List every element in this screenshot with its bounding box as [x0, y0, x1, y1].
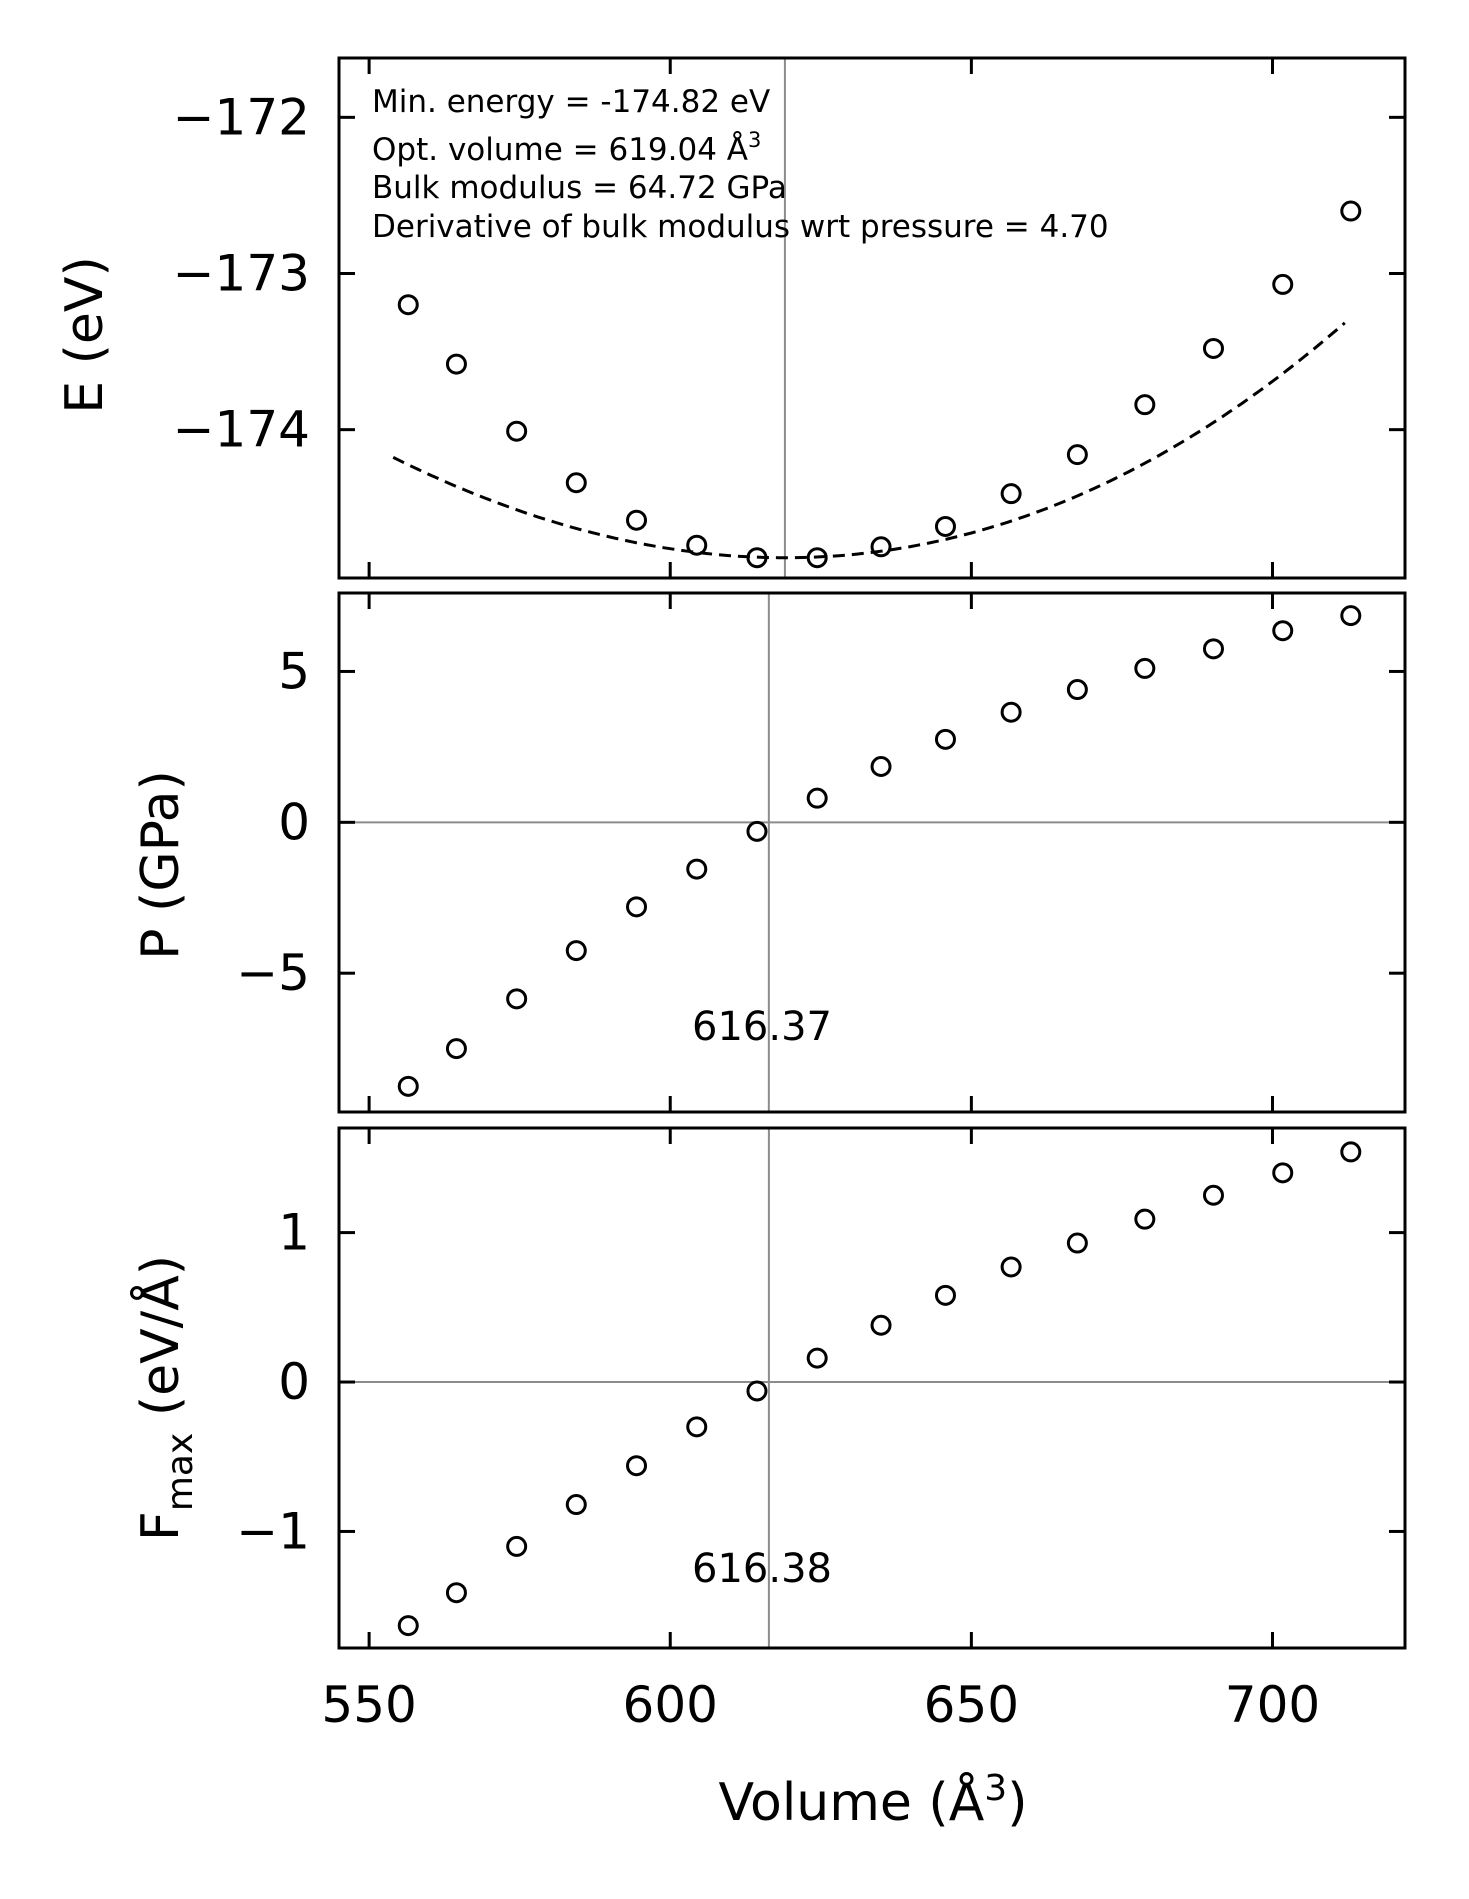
volume-x-axis-label: Volume (Å3)	[719, 1768, 1028, 1833]
pressure-data-point	[626, 896, 648, 918]
energy-data-point	[1202, 337, 1224, 359]
energy-points	[397, 200, 1362, 569]
energy-ticks: −172 −173 −174	[173, 58, 1405, 578]
pressure-y-tick-label: 5	[278, 642, 310, 700]
energy-axes-frame	[337, 56, 1407, 580]
pressure-y-axis-label: P (GPa)	[131, 770, 191, 960]
pressure-points	[397, 605, 1362, 1097]
force-data-point	[686, 1416, 708, 1438]
force-data-point	[445, 1582, 467, 1604]
pressure-axes-frame	[337, 591, 1407, 1114]
fit-annotations: Min. energy = -174.82 eV Opt. volume = 6…	[372, 84, 1109, 245]
pressure-data-point	[1272, 620, 1294, 642]
pressure-data-point	[506, 988, 528, 1010]
energy-data-point	[1066, 444, 1088, 466]
pressure-panel: 5 0 −5 616.37 P (GPa)	[131, 591, 1407, 1114]
force-data-point	[397, 1615, 419, 1637]
force-data-point	[934, 1284, 956, 1306]
volume-x-tick-label: 650	[924, 1676, 1019, 1734]
force-points	[397, 1141, 1362, 1637]
energy-data-point	[746, 547, 768, 569]
energy-data-point	[686, 534, 708, 556]
force-data-point	[626, 1455, 648, 1477]
force-data-point	[1000, 1256, 1022, 1278]
force-data-point	[565, 1494, 587, 1516]
pressure-data-point	[1000, 701, 1022, 723]
force-data-point	[1202, 1184, 1224, 1206]
force-panel: 1 0 −1 550 600 650 700 616.38 Fmax (eV/Å) Volu…	[129, 1126, 1407, 1833]
energy-y-tick-label: −173	[173, 244, 310, 302]
energy-panel: −172 −173 −174 Min. energy = -174.82 eV Op…	[55, 56, 1407, 580]
pressure-data-point	[870, 756, 892, 778]
energy-data-point	[397, 294, 419, 316]
energy-data-point	[1000, 483, 1022, 505]
energy-data-point	[934, 515, 956, 537]
pressure-data-point	[565, 940, 587, 962]
energy-y-tick-label: −172	[173, 88, 310, 146]
energy-y-axis-label: E (eV)	[55, 256, 115, 414]
force-data-point	[870, 1314, 892, 1336]
pressure-crossing-label: 616.37	[692, 1004, 832, 1050]
energy-data-point	[806, 547, 828, 569]
force-y-axis-label: Fmax (eV/Å)	[129, 1255, 201, 1541]
pressure-data-point	[397, 1075, 419, 1097]
energy-data-point	[1134, 394, 1156, 416]
energy-data-point	[870, 536, 892, 558]
energy-data-point	[1272, 273, 1294, 295]
force-data-point	[1272, 1162, 1294, 1184]
annotation-bulk-modulus: Bulk modulus = 64.72 GPa	[372, 170, 787, 206]
energy-data-point	[1340, 200, 1362, 222]
annotation-bulk-derivative: Derivative of bulk modulus wrt pressure …	[372, 209, 1109, 245]
energy-data-point	[506, 420, 528, 442]
force-y-tick-label: −1	[236, 1502, 310, 1560]
force-axes-frame	[337, 1126, 1407, 1650]
annotation-min-energy: Min. energy = -174.82 eV	[372, 84, 770, 120]
annotation-opt-volume: Opt. volume = 619.04 Å3	[372, 128, 761, 168]
volume-x-tick-label: 600	[623, 1676, 718, 1734]
force-data-point	[506, 1535, 528, 1557]
pressure-data-point	[1202, 638, 1224, 660]
pressure-data-point	[1066, 679, 1088, 701]
force-crossing-label: 616.38	[692, 1546, 832, 1592]
force-data-point	[806, 1347, 828, 1369]
energy-fit-curve	[392, 321, 1346, 560]
pressure-data-point	[934, 728, 956, 750]
energy-data-point	[565, 472, 587, 494]
pressure-data-point	[1134, 657, 1156, 679]
force-data-point	[746, 1380, 768, 1402]
pressure-y-tick-label: −5	[236, 944, 310, 1002]
energy-data-point	[626, 509, 648, 531]
volume-x-tick-label: 550	[321, 1676, 416, 1734]
force-data-point	[1340, 1141, 1362, 1163]
force-data-point	[1134, 1208, 1156, 1230]
pressure-data-point	[686, 858, 708, 880]
force-data-point	[1066, 1232, 1088, 1254]
energy-data-point	[445, 353, 467, 375]
energy-y-tick-label: −174	[173, 401, 310, 459]
pressure-ticks: 5 0 −5	[236, 593, 1405, 1112]
force-y-tick-label: 0	[278, 1353, 310, 1411]
pressure-y-tick-label: 0	[278, 793, 310, 851]
pressure-data-point	[445, 1038, 467, 1060]
pressure-data-point	[1340, 605, 1362, 627]
pressure-data-point	[746, 820, 768, 842]
pressure-data-point	[806, 787, 828, 809]
force-ticks: 1 0 −1 550 600 650 700	[236, 1128, 1405, 1734]
force-y-tick-label: 1	[278, 1204, 310, 1262]
volume-x-tick-label: 700	[1225, 1676, 1320, 1734]
